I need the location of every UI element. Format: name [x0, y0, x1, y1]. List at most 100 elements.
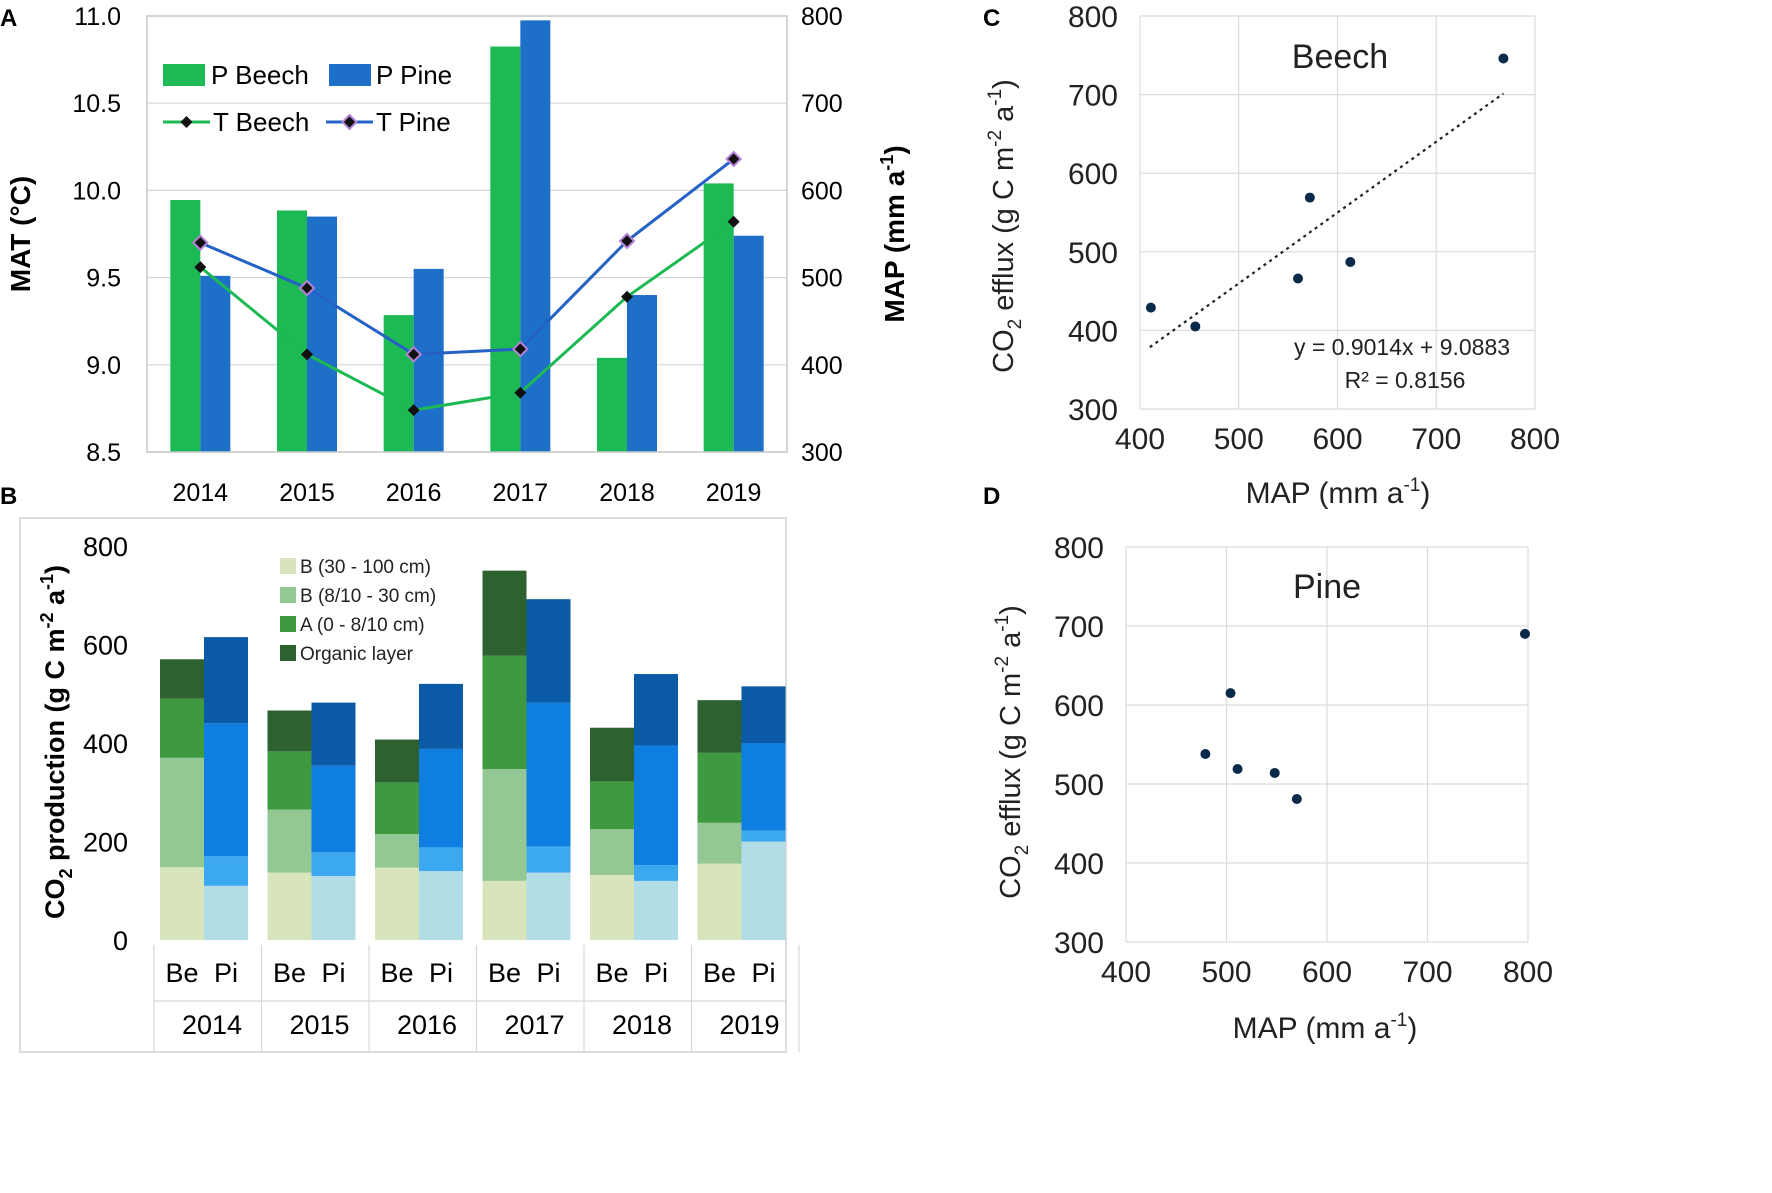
d-gridlines — [1125, 546, 1529, 943]
b-bar-pine-a-horizon — [526, 702, 571, 847]
b-bars — [160, 570, 786, 940]
b-bar-beech-a-horizon — [697, 752, 742, 823]
c-y-axis-label: CO2 efflux (g C m-2 a-1) — [985, 79, 1026, 373]
legend-label-p-beech: P Beech — [211, 60, 309, 90]
b-bar-pine-a-horizon — [419, 748, 463, 848]
b-bar-beech-b-8-30 — [697, 822, 742, 864]
x-tick-label: 500 — [1214, 423, 1264, 456]
panel-a: A 8.5 9.0 9.5 10.0 10.5 11.0 300 400 500 600 700 8… — [0, 3, 910, 507]
b-bar-beech-b-30-100 — [697, 863, 742, 940]
b-bar-beech-b-30-100 — [482, 880, 527, 940]
b-legend-label-organic: Organic layer — [300, 644, 414, 665]
a-left-tick-label: 11.0 — [74, 3, 121, 31]
b-bar-pine-b-30-100 — [741, 841, 786, 940]
c-annotation: Beech — [1292, 38, 1388, 76]
b-bar-beech-b-8-30 — [375, 834, 419, 868]
x-tick-label: 600 — [1302, 956, 1352, 989]
b-sub-label-beech: Be — [703, 958, 736, 988]
b-chart-frame — [19, 517, 787, 1053]
b-y-tick-label: 600 — [83, 631, 128, 661]
a-marker-t-pine — [405, 345, 423, 363]
a-bar-p-pine — [627, 295, 657, 452]
data-point — [1200, 748, 1211, 759]
y-tick-label: 700 — [1068, 80, 1118, 113]
b-bar-pine-b-8-30 — [204, 856, 248, 886]
c-r-squared: R² = 0.8156 — [1345, 367, 1466, 393]
c-equation: y = 0.9014x + 9.0883 — [1294, 334, 1510, 360]
b-bar-pine-b-30-100 — [634, 880, 678, 940]
b-bar-pine-organic — [204, 637, 248, 724]
b-bar-pine-organic — [634, 674, 678, 746]
data-point — [1519, 628, 1530, 639]
a-marker-t-pine — [618, 232, 636, 250]
b-bar-beech-b-30-100 — [160, 867, 204, 940]
y-tick-label: 300 — [1068, 394, 1118, 427]
b-year-label: 2014 — [182, 1010, 242, 1040]
b-year-label: 2016 — [397, 1010, 457, 1040]
a-left-ticks: 8.5 9.0 9.5 10.0 10.5 11.0 — [72, 3, 121, 467]
data-point — [1291, 794, 1302, 805]
b-sub-label-pine: Pi — [644, 958, 668, 988]
a-lines — [191, 150, 743, 417]
b-y-tick-label: 200 — [83, 828, 128, 858]
b-y-ticks: 0 200 400 600 800 — [83, 532, 128, 956]
a-bar-p-pine — [733, 235, 764, 452]
a-line-t-beech — [199, 220, 735, 412]
d-y-axis-label: CO2 efflux (g C m-2 a-1) — [992, 605, 1033, 899]
b-y-axis-label: CO2 production (g C m-2 a-1) — [37, 565, 76, 919]
b-bar-pine-a-horizon — [741, 743, 786, 831]
panel-label-d: D — [983, 483, 1000, 510]
c-y-ticks: 300 400 500 600 700 800 — [1068, 1, 1118, 427]
b-bar-beech-organic — [697, 700, 742, 753]
a-left-tick-label: 10.0 — [72, 177, 121, 205]
a-marker-t-pine — [511, 340, 529, 358]
b-bar-beech-organic — [160, 659, 204, 699]
a-x-tick-label: 2017 — [493, 479, 549, 507]
d-x-axis-label: MAP (mm a-1) — [1233, 1010, 1418, 1045]
a-x-tick-label: 2014 — [173, 479, 229, 507]
b-bar-pine-b-8-30 — [526, 846, 571, 873]
c-trendline — [1149, 92, 1505, 349]
a-right-tick-label: 700 — [801, 90, 843, 118]
data-point — [1190, 321, 1201, 332]
a-right-tick-label: 800 — [801, 3, 843, 31]
a-bar-p-beech — [383, 315, 414, 452]
y-tick-label: 600 — [1054, 690, 1104, 723]
b-sub-label-pine: Pi — [321, 958, 345, 988]
x-tick-label: 800 — [1503, 956, 1553, 989]
y-tick-label: 600 — [1068, 158, 1118, 191]
x-tick-label: 800 — [1510, 423, 1560, 456]
a-bar-p-beech — [703, 183, 734, 452]
a-left-tick-label: 9.0 — [86, 352, 121, 380]
b-x-labels: Be Pi 2014 Be Pi 2015 Be Pi 2016 Be Pi 2017 Be Pi 2018… — [153, 945, 800, 1052]
a-marker-t-beech — [727, 215, 740, 228]
b-bar-pine-organic — [526, 599, 571, 703]
a-right-tick-label: 600 — [801, 177, 843, 205]
a-y-axis-label: MAT (°C) — [5, 176, 36, 292]
b-bar-beech-a-horizon — [267, 751, 312, 810]
b-bar-beech-organic — [267, 710, 312, 752]
d-annotation: Pine — [1293, 568, 1361, 606]
b-year-label: 2017 — [504, 1010, 564, 1040]
b-bar-pine-organic — [311, 702, 356, 766]
a-bars — [170, 20, 764, 453]
d-y-ticks: 300 400 500 600 700 800 — [1054, 532, 1104, 960]
a-bar-p-beech — [490, 46, 521, 453]
b-bar-beech-b-8-30 — [160, 757, 204, 868]
data-point — [1304, 192, 1315, 203]
b-bar-beech-organic — [590, 727, 634, 782]
b-bar-beech-organic — [482, 570, 527, 656]
c-x-ticks: 400 500 600 700 800 — [1115, 423, 1560, 456]
legend-label-t-beech: T Beech — [213, 107, 309, 137]
a-plot-frame — [146, 15, 788, 453]
b-bar-pine-organic — [741, 686, 786, 743]
b-sub-label-pine: Pi — [214, 958, 238, 988]
legend-swatch-p-beech — [163, 64, 205, 86]
y-tick-label: 800 — [1054, 532, 1104, 565]
a-marker-t-beech — [621, 290, 633, 303]
legend-swatch-p-pine — [329, 64, 371, 86]
b-bar-pine-b-30-100 — [419, 871, 463, 940]
x-tick-label: 700 — [1411, 423, 1461, 456]
